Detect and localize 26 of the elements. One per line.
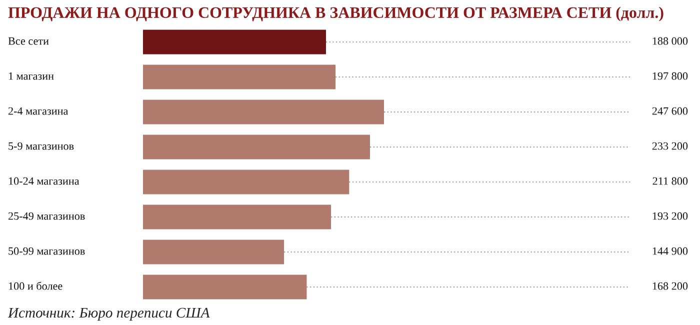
- data-label: 168 200: [652, 282, 688, 290]
- y-tick-label: 1 магазин: [8, 72, 54, 80]
- data-label: 193 200: [652, 212, 688, 220]
- data-label: 144 900: [652, 247, 688, 255]
- bar: [143, 100, 384, 124]
- bar: [143, 240, 284, 264]
- y-tick-label: 10-24 магазина: [8, 177, 80, 185]
- data-label: 233 200: [652, 142, 688, 150]
- chart-title: ПРОДАЖИ НА ОДНОГО СОТРУДНИКА В ЗАВИСИМОСТИ ОТ РАЗМЕРА СЕТИ (долл.): [8, 6, 664, 22]
- bar: [143, 64, 336, 90]
- bar: [143, 30, 326, 54]
- annotation: Источник: Бюро переписи США: [8, 308, 210, 321]
- bar: [143, 204, 332, 230]
- bar: [143, 274, 307, 300]
- y-tick-label: 25-49 магазинов: [8, 212, 85, 220]
- y-tick-label: 100 и более: [8, 282, 62, 290]
- y-tick-label: 5-9 магазинов: [8, 142, 74, 150]
- data-label: 188 000: [652, 37, 688, 45]
- bar: [143, 170, 350, 194]
- data-label: 211 800: [652, 177, 688, 185]
- bar: [143, 134, 370, 160]
- data-label: 247 600: [652, 107, 688, 115]
- data-label: 197 800: [652, 72, 688, 80]
- y-tick-label: 2-4 магазина: [8, 107, 68, 115]
- y-tick-label: Все сети: [8, 37, 49, 45]
- y-tick-label: 50-99 магазинов: [8, 247, 85, 255]
